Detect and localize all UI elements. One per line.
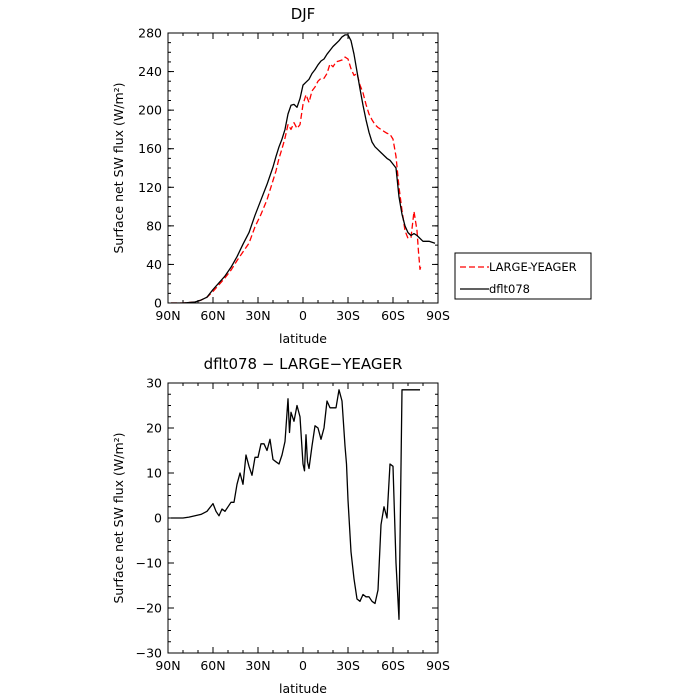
y-tick-label: 30 xyxy=(146,376,162,391)
y-tick-label: 200 xyxy=(138,103,162,118)
x-tick-label: 30N xyxy=(245,308,270,323)
x-tick-label: 60S xyxy=(381,658,405,673)
y-tick-label: 0 xyxy=(154,511,162,526)
y-tick-label: 240 xyxy=(138,64,162,79)
y-tick-label: −30 xyxy=(136,646,162,661)
y-axis-label: Surface net SW flux (W/m²) xyxy=(111,82,126,253)
chart-panel-1: DJF 90N 60N 30N 0 30S 60S 90S 0 40 80 120 160 200 240 2… xyxy=(111,5,592,346)
series-line-large-yeager xyxy=(171,56,423,303)
y-tick-label: 0 xyxy=(154,296,162,311)
series-group xyxy=(171,389,420,620)
legend-label: dflt078 xyxy=(489,282,530,296)
x-tick-label: 0 xyxy=(299,308,307,323)
legend: LARGE-YEAGER dflt078 xyxy=(454,252,592,300)
x-tick-label: 60N xyxy=(200,658,225,673)
x-axis-label: latitude xyxy=(279,331,327,346)
y-tick-label: 120 xyxy=(138,180,162,195)
x-tick-label: 90S xyxy=(426,658,450,673)
x-tick-label: 60S xyxy=(381,308,405,323)
x-tick-label: 30N xyxy=(245,658,270,673)
chart-title: DJF xyxy=(291,5,316,23)
x-tick-label: 30S xyxy=(336,308,360,323)
y-axis-label: Surface net SW flux (W/m²) xyxy=(111,432,126,603)
y-tick-label: −10 xyxy=(136,556,162,571)
series-line-difference xyxy=(171,389,420,620)
x-tick-label: 90N xyxy=(155,658,180,673)
y-tick-label: 280 xyxy=(138,26,162,41)
x-tick-label: 90S xyxy=(426,308,450,323)
chart-panel-2: dflt078 − LARGE−YEAGER 90N 60N 30N 0 30S 60S 90… xyxy=(111,355,450,696)
y-tick-label: 80 xyxy=(146,218,162,233)
y-tick-label: −20 xyxy=(136,601,162,616)
x-tick-label: 30S xyxy=(336,658,360,673)
chart-title: dflt078 − LARGE−YEAGER xyxy=(204,355,403,373)
y-tick-label: 40 xyxy=(146,257,162,272)
x-tick-label: 0 xyxy=(299,658,307,673)
legend-box xyxy=(454,252,592,300)
y-tick-label: 160 xyxy=(138,141,162,156)
series-line-dflt078 xyxy=(171,34,436,303)
series-group xyxy=(171,34,436,303)
legend-label: LARGE-YEAGER xyxy=(489,260,577,274)
x-axis-label: latitude xyxy=(279,681,327,696)
y-tick-label: 20 xyxy=(146,421,162,436)
x-tick-label: 90N xyxy=(155,308,180,323)
x-tick-label: 60N xyxy=(200,308,225,323)
y-tick-label: 10 xyxy=(146,466,162,481)
